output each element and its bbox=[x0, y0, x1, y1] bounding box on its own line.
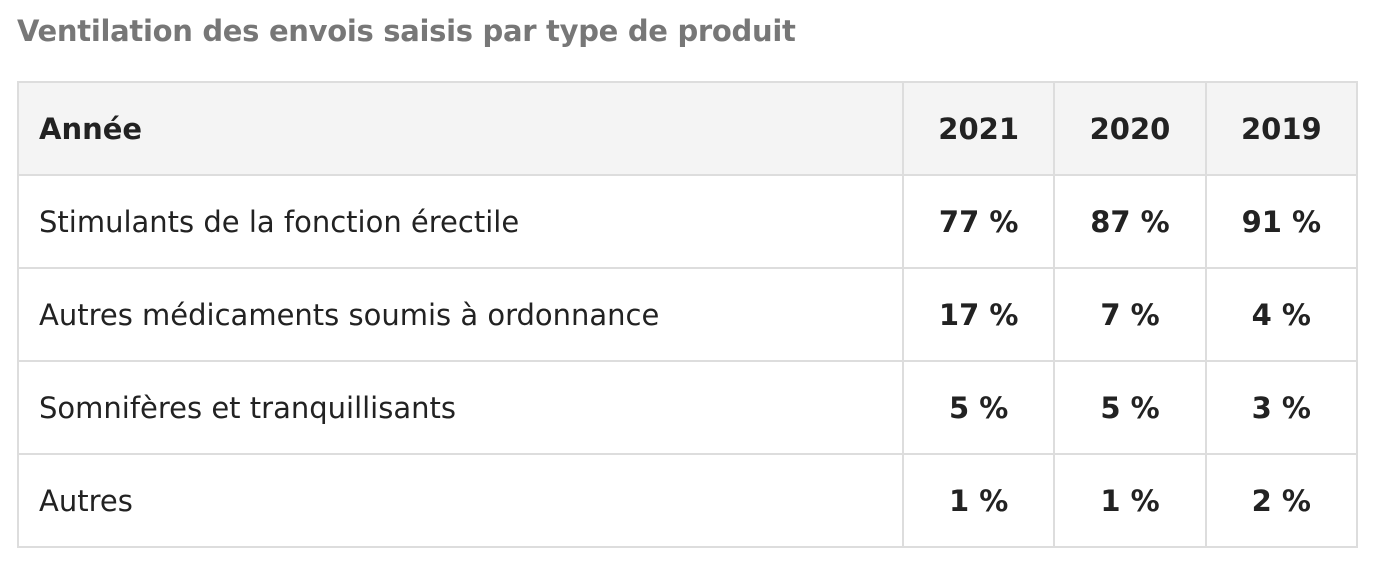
header-cell: Année bbox=[17, 81, 904, 176]
header-row: Année 2021 2020 2019 bbox=[17, 81, 1359, 176]
table-row: Autres 1 % 1 % 2 % bbox=[17, 453, 1359, 548]
value-cell: 1 % bbox=[1053, 453, 1207, 548]
value-cell: 91 % bbox=[1204, 174, 1359, 269]
row-label: Autres médicaments soumis à ordonnance bbox=[17, 267, 904, 362]
value-cell: 1 % bbox=[901, 453, 1056, 548]
table-body: Stimulants de la fonction érectile 77 % 87… bbox=[17, 174, 1359, 548]
data-table: Année 2021 2020 2019 Stimulants de la fonct… bbox=[17, 81, 1359, 548]
row-label: Stimulants de la fonction érectile bbox=[17, 174, 904, 269]
header-cell: 2021 bbox=[901, 81, 1056, 176]
table-row: Autres médicaments soumis à ordonnance 17… bbox=[17, 267, 1359, 362]
table-row: Stimulants de la fonction érectile 77 % 87… bbox=[17, 174, 1359, 269]
value-cell: 5 % bbox=[901, 360, 1056, 455]
value-cell: 17 % bbox=[901, 267, 1056, 362]
header-cell: 2019 bbox=[1204, 81, 1359, 176]
value-cell: 4 % bbox=[1204, 267, 1359, 362]
value-cell: 77 % bbox=[901, 174, 1056, 269]
table-head: Année 2021 2020 2019 bbox=[17, 81, 1359, 176]
table-title: Ventilation des envois saisis par type d… bbox=[17, 14, 796, 48]
value-cell: 5 % bbox=[1053, 360, 1207, 455]
value-cell: 2 % bbox=[1204, 453, 1359, 548]
value-cell: 3 % bbox=[1204, 360, 1359, 455]
header-cell: 2020 bbox=[1053, 81, 1207, 176]
row-label: Somnifères et tranquillisants bbox=[17, 360, 904, 455]
row-label: Autres bbox=[17, 453, 904, 548]
value-cell: 87 % bbox=[1053, 174, 1207, 269]
value-cell: 7 % bbox=[1053, 267, 1207, 362]
table-row: Somnifères et tranquillisants 5 % 5 % 3 % bbox=[17, 360, 1359, 455]
